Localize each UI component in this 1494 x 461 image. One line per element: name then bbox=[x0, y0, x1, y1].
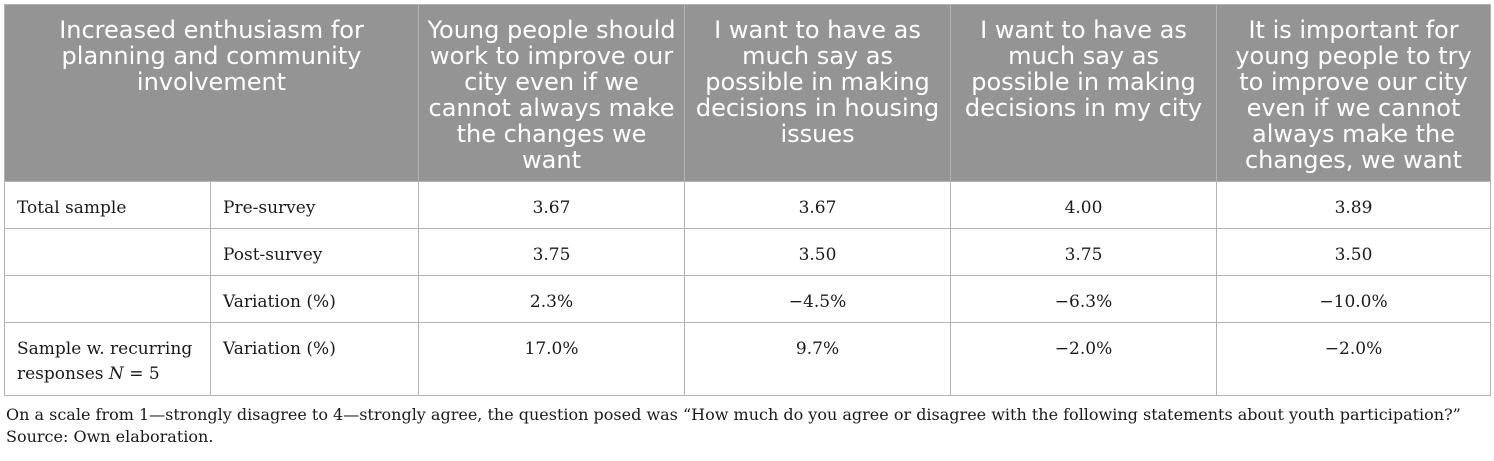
header-col-city-say: I want to have as much say as possible i… bbox=[950, 4, 1218, 182]
row-group-label: Total sample bbox=[4, 181, 211, 229]
row-group-text: Sample w. recurring responses bbox=[17, 339, 193, 384]
table-cell: −4.5% bbox=[684, 275, 952, 323]
table-header-row: Increased enthusiasm for planning and co… bbox=[3, 4, 1492, 182]
results-table: Increased enthusiasm for planning and co… bbox=[3, 4, 1492, 396]
table-row: Total sample Pre-survey 3.67 3.67 4.00 3… bbox=[4, 181, 1492, 229]
header-col-work-to-improve: Young people should work to improve our … bbox=[418, 4, 686, 182]
row-group-label bbox=[4, 275, 211, 323]
table-row: Post-survey 3.75 3.50 3.75 3.50 bbox=[4, 228, 1492, 276]
table-cell: 4.00 bbox=[950, 181, 1218, 229]
scale-note: On a scale from 1—strongly disagree to 4… bbox=[6, 405, 1461, 424]
table-figure: Increased enthusiasm for planning and co… bbox=[3, 4, 1492, 448]
table-cell: 3.50 bbox=[684, 228, 952, 276]
table-row: Sample w. recurring responses N = 5 Vari… bbox=[4, 322, 1492, 396]
table-notes: On a scale from 1—strongly disagree to 4… bbox=[4, 404, 1490, 448]
table-cell: −10.0% bbox=[1216, 275, 1492, 323]
table-cell: 3.67 bbox=[418, 181, 686, 229]
sample-size-symbol: N bbox=[108, 364, 124, 384]
table-cell: 3.75 bbox=[418, 228, 686, 276]
table-cell: 3.50 bbox=[1216, 228, 1492, 276]
table-cell: −2.0% bbox=[1216, 322, 1492, 396]
header-col-important-to-try: It is important for young people to try … bbox=[1216, 4, 1492, 182]
table-cell: 3.67 bbox=[684, 181, 952, 229]
row-group-label: Sample w. recurring responses N = 5 bbox=[4, 322, 211, 396]
table-cell: 3.75 bbox=[950, 228, 1218, 276]
row-measure-label: Post-survey bbox=[209, 228, 420, 276]
table-cell: 9.7% bbox=[684, 322, 952, 396]
table-cell: −6.3% bbox=[950, 275, 1218, 323]
row-measure-label: Variation (%) bbox=[209, 275, 420, 323]
table-cell: 2.3% bbox=[418, 275, 686, 323]
row-measure-label: Pre-survey bbox=[209, 181, 420, 229]
header-col-housing-say: I want to have as much say as possible i… bbox=[684, 4, 952, 182]
table-cell: 17.0% bbox=[418, 322, 686, 396]
row-group-label bbox=[4, 228, 211, 276]
source-note: Source: Own elaboration. bbox=[6, 427, 214, 446]
table-row: Variation (%) 2.3% −4.5% −6.3% −10.0% bbox=[4, 275, 1492, 323]
row-measure-label: Variation (%) bbox=[209, 322, 420, 396]
table-cell: 3.89 bbox=[1216, 181, 1492, 229]
header-row-label: Increased enthusiasm for planning and co… bbox=[3, 4, 420, 182]
table-cell: −2.0% bbox=[950, 322, 1218, 396]
sample-size-value: = 5 bbox=[129, 364, 160, 384]
